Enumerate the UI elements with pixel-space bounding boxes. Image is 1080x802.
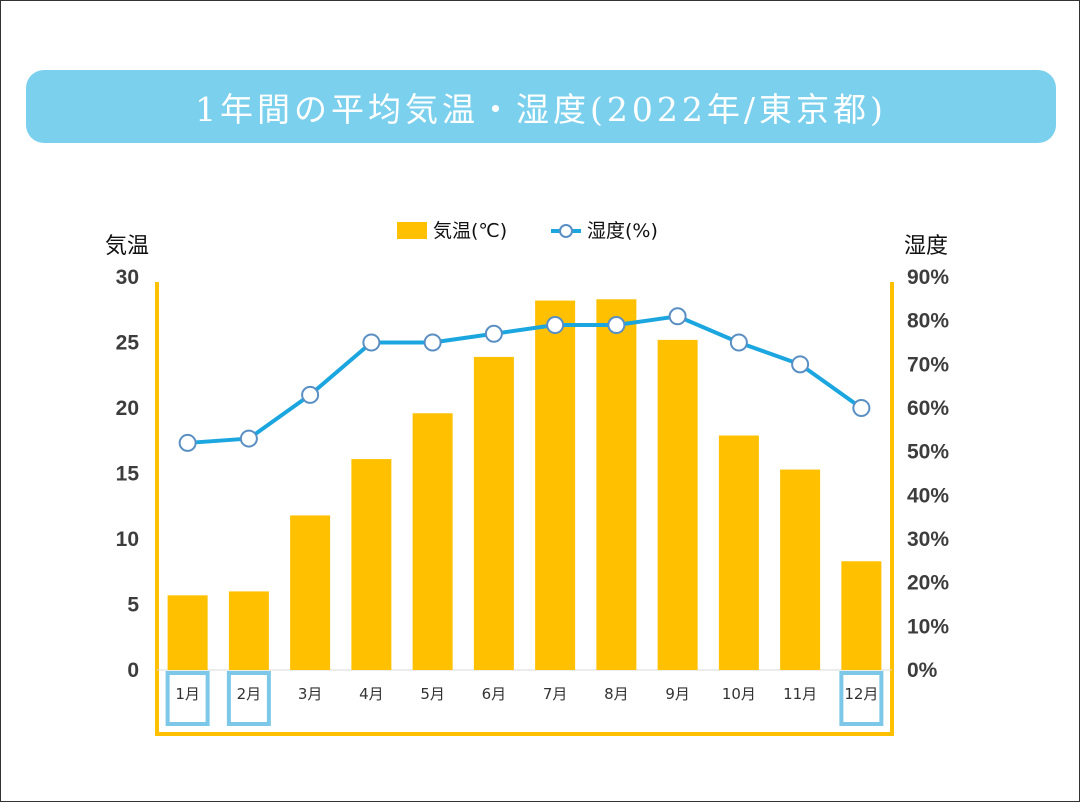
title-banner: 1年間の平均気温・湿度(2022年/東京都) bbox=[26, 70, 1056, 143]
legend-temperature-label: 気温(℃) bbox=[433, 220, 507, 242]
temperature-bar bbox=[351, 459, 392, 670]
month-label: 12月 bbox=[844, 685, 878, 703]
left-tick-label: 20 bbox=[116, 397, 139, 420]
temperature-bar bbox=[290, 515, 331, 670]
temperature-bar bbox=[535, 300, 576, 670]
humidity-marker bbox=[362, 333, 381, 352]
right-tick-label: 30% bbox=[907, 528, 949, 551]
humidity-marker bbox=[668, 307, 687, 326]
month-label: 10月 bbox=[722, 685, 756, 703]
temperature-bar bbox=[228, 591, 269, 670]
humidity-marker bbox=[484, 324, 503, 343]
month-label: 7月 bbox=[543, 685, 568, 703]
left-tick-label: 30 bbox=[116, 266, 139, 289]
humidity-marker bbox=[239, 429, 258, 448]
humidity-marker bbox=[852, 399, 871, 417]
legend-bar-swatch bbox=[397, 222, 427, 239]
temperature-bar bbox=[841, 561, 882, 670]
humidity-marker bbox=[546, 316, 565, 335]
month-highlight-box bbox=[165, 671, 210, 726]
right-tick-label: 20% bbox=[907, 572, 949, 595]
humidity-marker bbox=[423, 333, 442, 352]
left-tick-label: 5 bbox=[127, 594, 139, 617]
month-label: 1月 bbox=[175, 685, 200, 703]
temperature-bar bbox=[657, 339, 698, 670]
humidity-marker bbox=[607, 316, 626, 335]
right-tick-label: 60% bbox=[907, 397, 949, 420]
humidity-line bbox=[187, 314, 863, 445]
month-label: 4月 bbox=[359, 685, 384, 703]
right-tick-label: 40% bbox=[907, 484, 949, 507]
month-label: 9月 bbox=[665, 685, 690, 703]
right-tick-label: 10% bbox=[907, 615, 949, 638]
month-label: 2月 bbox=[237, 685, 262, 703]
chart-title: 1年間の平均気温・湿度(2022年/東京都) bbox=[195, 89, 887, 129]
temperature-bar bbox=[596, 299, 637, 670]
left-tick-label: 0 bbox=[127, 659, 139, 682]
month-highlight-box bbox=[839, 671, 884, 726]
right-tick-label: 0% bbox=[907, 659, 938, 682]
right-tick-label: 80% bbox=[907, 310, 949, 333]
temperature-bar bbox=[473, 356, 514, 670]
humidity-marker bbox=[791, 355, 810, 374]
humidity-marker bbox=[729, 333, 748, 352]
month-label: 6月 bbox=[482, 685, 507, 703]
humidity-marker bbox=[178, 433, 197, 452]
temperature-bar bbox=[412, 413, 453, 670]
legend-humidity-label: 湿度(%) bbox=[587, 220, 658, 242]
left-tick-label: 15 bbox=[116, 463, 140, 486]
month-label: 5月 bbox=[420, 685, 445, 703]
temperature-bar bbox=[167, 595, 208, 670]
legend-line-marker bbox=[559, 224, 573, 238]
month-label: 11月 bbox=[783, 685, 817, 703]
month-label: 3月 bbox=[298, 685, 323, 703]
right-axis-title: 湿度 bbox=[904, 234, 948, 259]
left-tick-label: 10 bbox=[116, 528, 139, 551]
temperature-bar bbox=[718, 435, 759, 670]
right-tick-label: 90% bbox=[907, 266, 949, 289]
left-tick-label: 25 bbox=[116, 332, 140, 355]
left-axis-title: 気温 bbox=[105, 234, 149, 259]
humidity-marker bbox=[301, 385, 320, 404]
month-label: 8月 bbox=[604, 685, 629, 703]
month-highlight-box bbox=[226, 671, 271, 726]
right-tick-label: 50% bbox=[907, 441, 949, 464]
temperature-bar bbox=[780, 469, 821, 670]
right-tick-label: 70% bbox=[907, 353, 949, 376]
